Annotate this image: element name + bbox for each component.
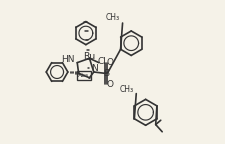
Text: CH₃: CH₃ bbox=[120, 85, 134, 94]
Text: O: O bbox=[107, 58, 114, 67]
FancyBboxPatch shape bbox=[77, 71, 91, 80]
Text: N: N bbox=[91, 64, 98, 73]
Text: O: O bbox=[107, 80, 114, 89]
Text: Ru: Ru bbox=[83, 52, 96, 61]
Text: S: S bbox=[103, 69, 109, 78]
Text: Cl: Cl bbox=[98, 57, 107, 66]
Text: HN: HN bbox=[61, 55, 74, 64]
Text: Abs: Abs bbox=[78, 73, 90, 78]
Text: CH₃: CH₃ bbox=[106, 14, 120, 22]
